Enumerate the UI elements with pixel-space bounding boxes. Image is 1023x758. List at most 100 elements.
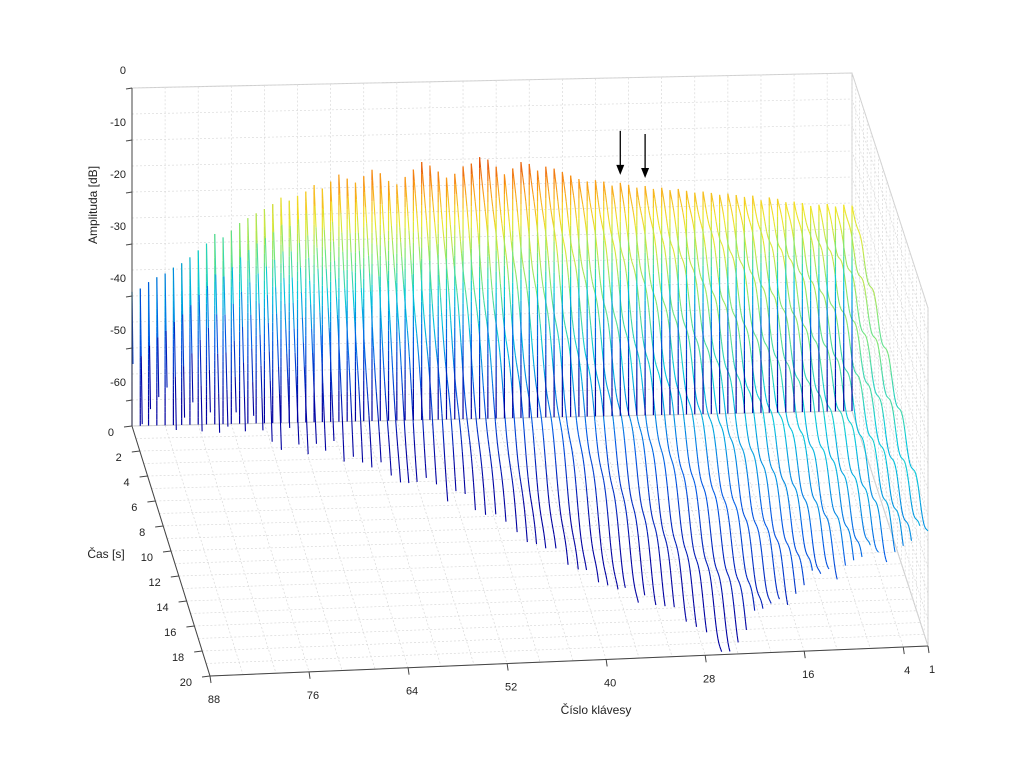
decay-segment	[597, 255, 600, 266]
decay-segment	[773, 422, 776, 429]
decay-segment	[432, 317, 435, 329]
decay-segment	[824, 556, 827, 562]
decay-segment	[607, 322, 610, 331]
decay-segment	[497, 450, 500, 459]
decay-segment	[817, 508, 820, 515]
decay-segment	[704, 246, 707, 255]
decay-segment	[637, 533, 640, 544]
decay-segment	[652, 188, 655, 195]
decay-segment	[697, 564, 700, 570]
key-series-33	[586, 181, 646, 596]
decay-segment	[805, 378, 808, 381]
key-series-51	[437, 171, 466, 495]
decay-segment	[752, 516, 755, 521]
decay-segment	[258, 303, 261, 335]
decay-segment	[625, 460, 629, 471]
decay-segment	[677, 550, 680, 557]
decay-segment	[788, 502, 791, 511]
decay-segment	[788, 366, 791, 370]
decay-segment	[691, 265, 694, 269]
decay-segment	[663, 409, 666, 419]
decay-segment	[690, 576, 693, 585]
decay-segment	[307, 235, 310, 258]
decay-segment	[572, 327, 575, 335]
decay-segment	[699, 476, 702, 482]
decay-segment	[181, 263, 184, 315]
floor-grid-key	[330, 421, 409, 668]
decay-segment	[470, 448, 473, 459]
decay-segment	[580, 311, 583, 323]
decay-segment	[636, 416, 639, 422]
decay-segment	[740, 501, 743, 508]
decay-segment	[800, 519, 803, 529]
decay-segment	[772, 558, 775, 568]
decay-segment	[689, 308, 692, 317]
floor-grid-time	[206, 633, 925, 664]
decay-segment	[765, 343, 768, 347]
decay-segment	[725, 233, 728, 240]
decay-segment	[418, 356, 421, 370]
decay-segment	[400, 242, 403, 257]
decay-segment	[741, 315, 744, 320]
decay-segment	[580, 536, 583, 544]
decay-segment	[645, 192, 648, 200]
decay-segment	[803, 542, 806, 548]
decay-segment	[369, 291, 373, 310]
decay-segment	[663, 198, 666, 205]
decay-segment	[728, 475, 731, 483]
decay-segment	[398, 212, 401, 228]
decay-segment	[703, 339, 706, 343]
decay-segment	[708, 277, 711, 284]
decay-segment	[532, 510, 535, 518]
decay-segment	[696, 401, 699, 406]
decay-segment	[473, 284, 476, 293]
decay-segment	[656, 483, 659, 493]
decay-segment	[471, 458, 474, 470]
decay-segment	[296, 195, 300, 220]
decay-segment	[717, 309, 720, 317]
decay-segment	[691, 365, 694, 375]
decay-segment	[306, 433, 309, 455]
decay-segment	[525, 454, 528, 467]
decay-segment	[777, 411, 780, 414]
decay-segment	[795, 376, 798, 379]
decay-segment	[799, 560, 802, 565]
decay-segment	[683, 321, 686, 325]
decay-segment	[673, 417, 676, 428]
decay-segment	[646, 293, 649, 300]
decay-segment	[686, 491, 689, 500]
decay-segment	[406, 459, 409, 472]
decay-segment	[789, 336, 792, 345]
decay-segment	[731, 310, 734, 314]
decay-segment	[575, 267, 578, 274]
decay-segment	[541, 521, 544, 528]
decay-segment	[797, 426, 800, 430]
decay-segment	[727, 642, 730, 648]
decay-segment	[708, 516, 711, 525]
decay-segment	[433, 212, 436, 223]
decay-segment	[768, 458, 771, 464]
decay-segment	[297, 421, 300, 445]
decay-segment	[772, 417, 775, 423]
decay-segment	[623, 262, 626, 268]
decay-segment	[240, 291, 244, 328]
decay-segment	[681, 258, 684, 262]
decay-segment	[328, 327, 331, 350]
decay-segment	[603, 181, 606, 189]
decay-segment	[747, 481, 750, 491]
decay-segment	[753, 519, 756, 523]
decay-segment	[807, 465, 810, 474]
decay-segment	[662, 457, 665, 463]
decay-segment	[765, 589, 768, 595]
key-series-45	[487, 159, 528, 543]
decay-segment	[494, 221, 497, 230]
decay-segment	[772, 253, 775, 260]
decay-segment	[746, 521, 749, 525]
decay-segment	[657, 271, 661, 281]
decay-segment	[613, 197, 616, 205]
decay-segment	[512, 488, 515, 498]
decay-segment	[689, 403, 692, 407]
decay-segment	[817, 568, 820, 571]
decay-segment	[690, 535, 693, 543]
decay-segment	[459, 241, 463, 254]
